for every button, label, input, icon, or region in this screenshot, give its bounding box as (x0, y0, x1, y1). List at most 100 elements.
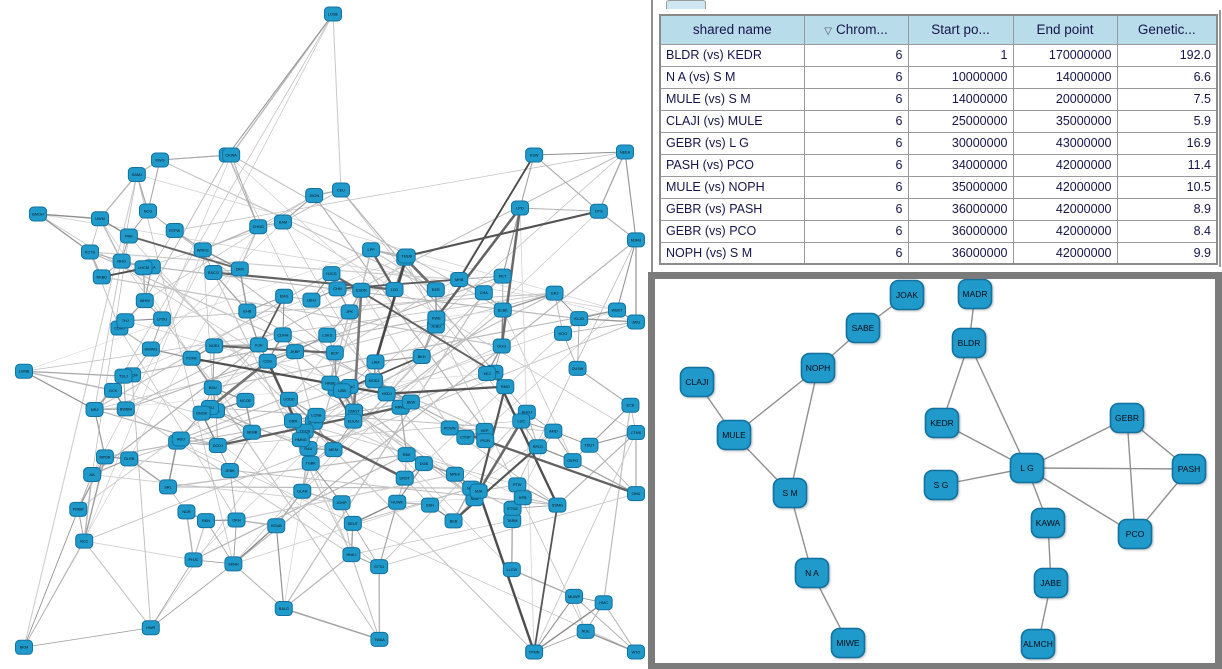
hairball-node[interactable]: LSKS (318, 327, 337, 343)
hairball-node[interactable]: RKBD (92, 269, 111, 285)
hairball-node[interactable]: CEU (332, 182, 350, 198)
hairball-node[interactable]: PNK (119, 228, 138, 244)
hairball-node[interactable]: MUWP (565, 588, 584, 604)
graph-node-KAWA[interactable]: KAWA (1030, 507, 1066, 539)
hairball-node[interactable]: MCOE (236, 392, 255, 408)
hairball-node[interactable]: LOSE (324, 6, 342, 22)
hairball-node[interactable]: KPB (513, 490, 532, 506)
hairball-node[interactable]: DUSW (568, 360, 587, 376)
graph-node-NOPH[interactable]: NOPH (800, 352, 836, 384)
hairball-node[interactable]: SKMB (242, 424, 261, 440)
hairball-node[interactable]: NCG (139, 203, 157, 219)
hairball-node[interactable]: LPP (362, 242, 381, 258)
table-row[interactable]: MULE (vs) S M 6 14000000 20000000 7.5 (659, 87, 1218, 111)
hairball-node[interactable]: MJHU (627, 232, 645, 248)
hairball-node[interactable]: LPDU (153, 311, 172, 327)
hairball-node[interactable]: OMU (627, 486, 645, 502)
hairball-node[interactable]: JWG (627, 314, 645, 330)
hairball-node[interactable]: BSCO (204, 264, 223, 280)
hairball-node[interactable]: LAM (366, 354, 385, 370)
table-row[interactable]: GEBR (vs) L G 6 30000000 43000000 16.9 (659, 131, 1218, 155)
hairball-node[interactable]: EHB (238, 303, 257, 319)
graph-node-JABE[interactable]: JABE (1033, 567, 1069, 599)
hairball-node[interactable]: WRKG (193, 242, 212, 258)
table-row[interactable]: CLAJI (vs) MULE 6 25000000 35000000 5.9 (659, 109, 1218, 133)
hairball-node[interactable]: PTW (508, 477, 527, 493)
hairball-node[interactable]: SAMJ (127, 167, 146, 183)
table-row[interactable]: MULE (vs) NOPH 6 35000000 42000000 10.5 (659, 175, 1218, 199)
hairball-node[interactable]: HMC (594, 595, 613, 611)
hairball-node[interactable]: BCP (325, 345, 344, 361)
graph-node-KEDR[interactable]: KEDR (924, 407, 960, 439)
hairball-node[interactable]: BMOH (29, 206, 47, 222)
hairball-node[interactable]: DLRB (120, 451, 139, 467)
graph-node-S-M[interactable]: S M (772, 477, 808, 509)
column-header-1[interactable]: ▽ Chrom... (803, 14, 909, 45)
hairball-node[interactable]: NCC (75, 533, 94, 549)
hairball-node[interactable]: HWR (141, 620, 160, 636)
hairball-node[interactable]: SRL (159, 479, 178, 495)
hairball-node[interactable]: PCWN (440, 420, 459, 436)
hairball-node[interactable]: NEEA (616, 144, 634, 160)
graph-node-JOAK[interactable]: JOAK (889, 279, 925, 311)
hairball-node[interactable]: PSJN (476, 433, 495, 449)
hairball-node[interactable]: MODJ (365, 373, 384, 389)
column-header-4[interactable]: Genetic... (1116, 14, 1218, 45)
hairball-node[interactable]: STTU (370, 559, 389, 575)
hairball-node[interactable]: MEM (324, 442, 343, 458)
hairball-node[interactable]: NOEJ (205, 338, 224, 354)
hairball-node[interactable]: LDC (385, 281, 404, 297)
column-header-3[interactable]: End point (1012, 14, 1118, 45)
hairball-node[interactable]: JEBK (220, 463, 239, 479)
hairball-node[interactable]: NDR (177, 504, 196, 520)
graph-node-MIWE[interactable]: MIWE (830, 627, 866, 659)
hairball-node[interactable]: UGDD (279, 391, 298, 407)
hairball-node[interactable]: EUUN (344, 413, 363, 429)
hairball-node[interactable]: SKNH (224, 556, 243, 572)
hairball-node[interactable]: AWJ (171, 431, 190, 447)
hairball-node[interactable]: ELBE (493, 302, 512, 318)
hairball-node[interactable]: ECE (621, 397, 640, 413)
hairball-node[interactable]: TPMN (525, 644, 544, 660)
hairball-node[interactable]: OKH (227, 512, 246, 528)
hairball-node[interactable]: MRJ (85, 401, 104, 417)
hairball-node[interactable]: KWE (427, 310, 446, 326)
hairball-node[interactable]: UWM (91, 211, 110, 227)
hairball-node[interactable]: GNOK (192, 405, 211, 421)
hairball-node[interactable]: WHW (135, 293, 154, 309)
hairball-node[interactable]: HJCG (322, 266, 341, 282)
hairball-node[interactable]: BEW (401, 394, 420, 410)
hairball-node[interactable]: CTOP (456, 429, 475, 445)
hairball-node[interactable]: HNKJ (342, 547, 361, 563)
hairball-node[interactable]: MPDR (95, 449, 114, 465)
hairball-node[interactable]: RALG (274, 601, 293, 617)
hairball-node[interactable]: CTMK (627, 425, 645, 441)
hairball-node[interactable]: ORR (284, 413, 303, 429)
graph-node-SABE[interactable]: SABE (845, 312, 881, 344)
hairball-node[interactable]: OGG (492, 338, 511, 354)
hairball-node[interactable]: BKM (15, 639, 33, 655)
hairball-node[interactable]: SDH (421, 497, 440, 513)
graph-node-ALMCH[interactable]: ALMCH (1020, 628, 1056, 660)
hairball-node[interactable]: WBKT (608, 302, 626, 318)
hairball-node[interactable]: JKBP (286, 344, 305, 360)
hairball-node[interactable]: MJA (469, 483, 488, 499)
hairball-node[interactable]: PMBR (69, 501, 88, 517)
graph-node-MADR[interactable]: MADR (957, 279, 993, 310)
hairball-node[interactable]: HUWK (388, 494, 407, 510)
hairball-node[interactable]: LHCM (134, 260, 153, 276)
hairball-node[interactable]: THJ (116, 313, 135, 329)
hairball-node[interactable]: JOHP (332, 495, 351, 511)
table-row[interactable]: BLDR (vs) KEDR 6 1 170000000 192.0 (659, 43, 1218, 67)
table-row[interactable]: N A (vs) S M 6 10000000 14000000 6.6 (659, 65, 1218, 89)
hairball-node[interactable]: EWG (151, 152, 169, 168)
hairball-node[interactable]: JPK (340, 304, 359, 320)
hairball-node[interactable]: TGBK (301, 455, 320, 471)
hairball-node[interactable]: NPEK (445, 466, 464, 482)
hairball-node[interactable]: LUC (512, 413, 531, 429)
hairball-node[interactable]: CGG (258, 353, 277, 369)
hairball-node[interactable]: POHK (182, 350, 201, 366)
hairball-node[interactable]: PET (493, 268, 512, 284)
hairball-node[interactable]: WTO (627, 644, 645, 660)
hairball-node[interactable]: LCNB (307, 407, 326, 423)
